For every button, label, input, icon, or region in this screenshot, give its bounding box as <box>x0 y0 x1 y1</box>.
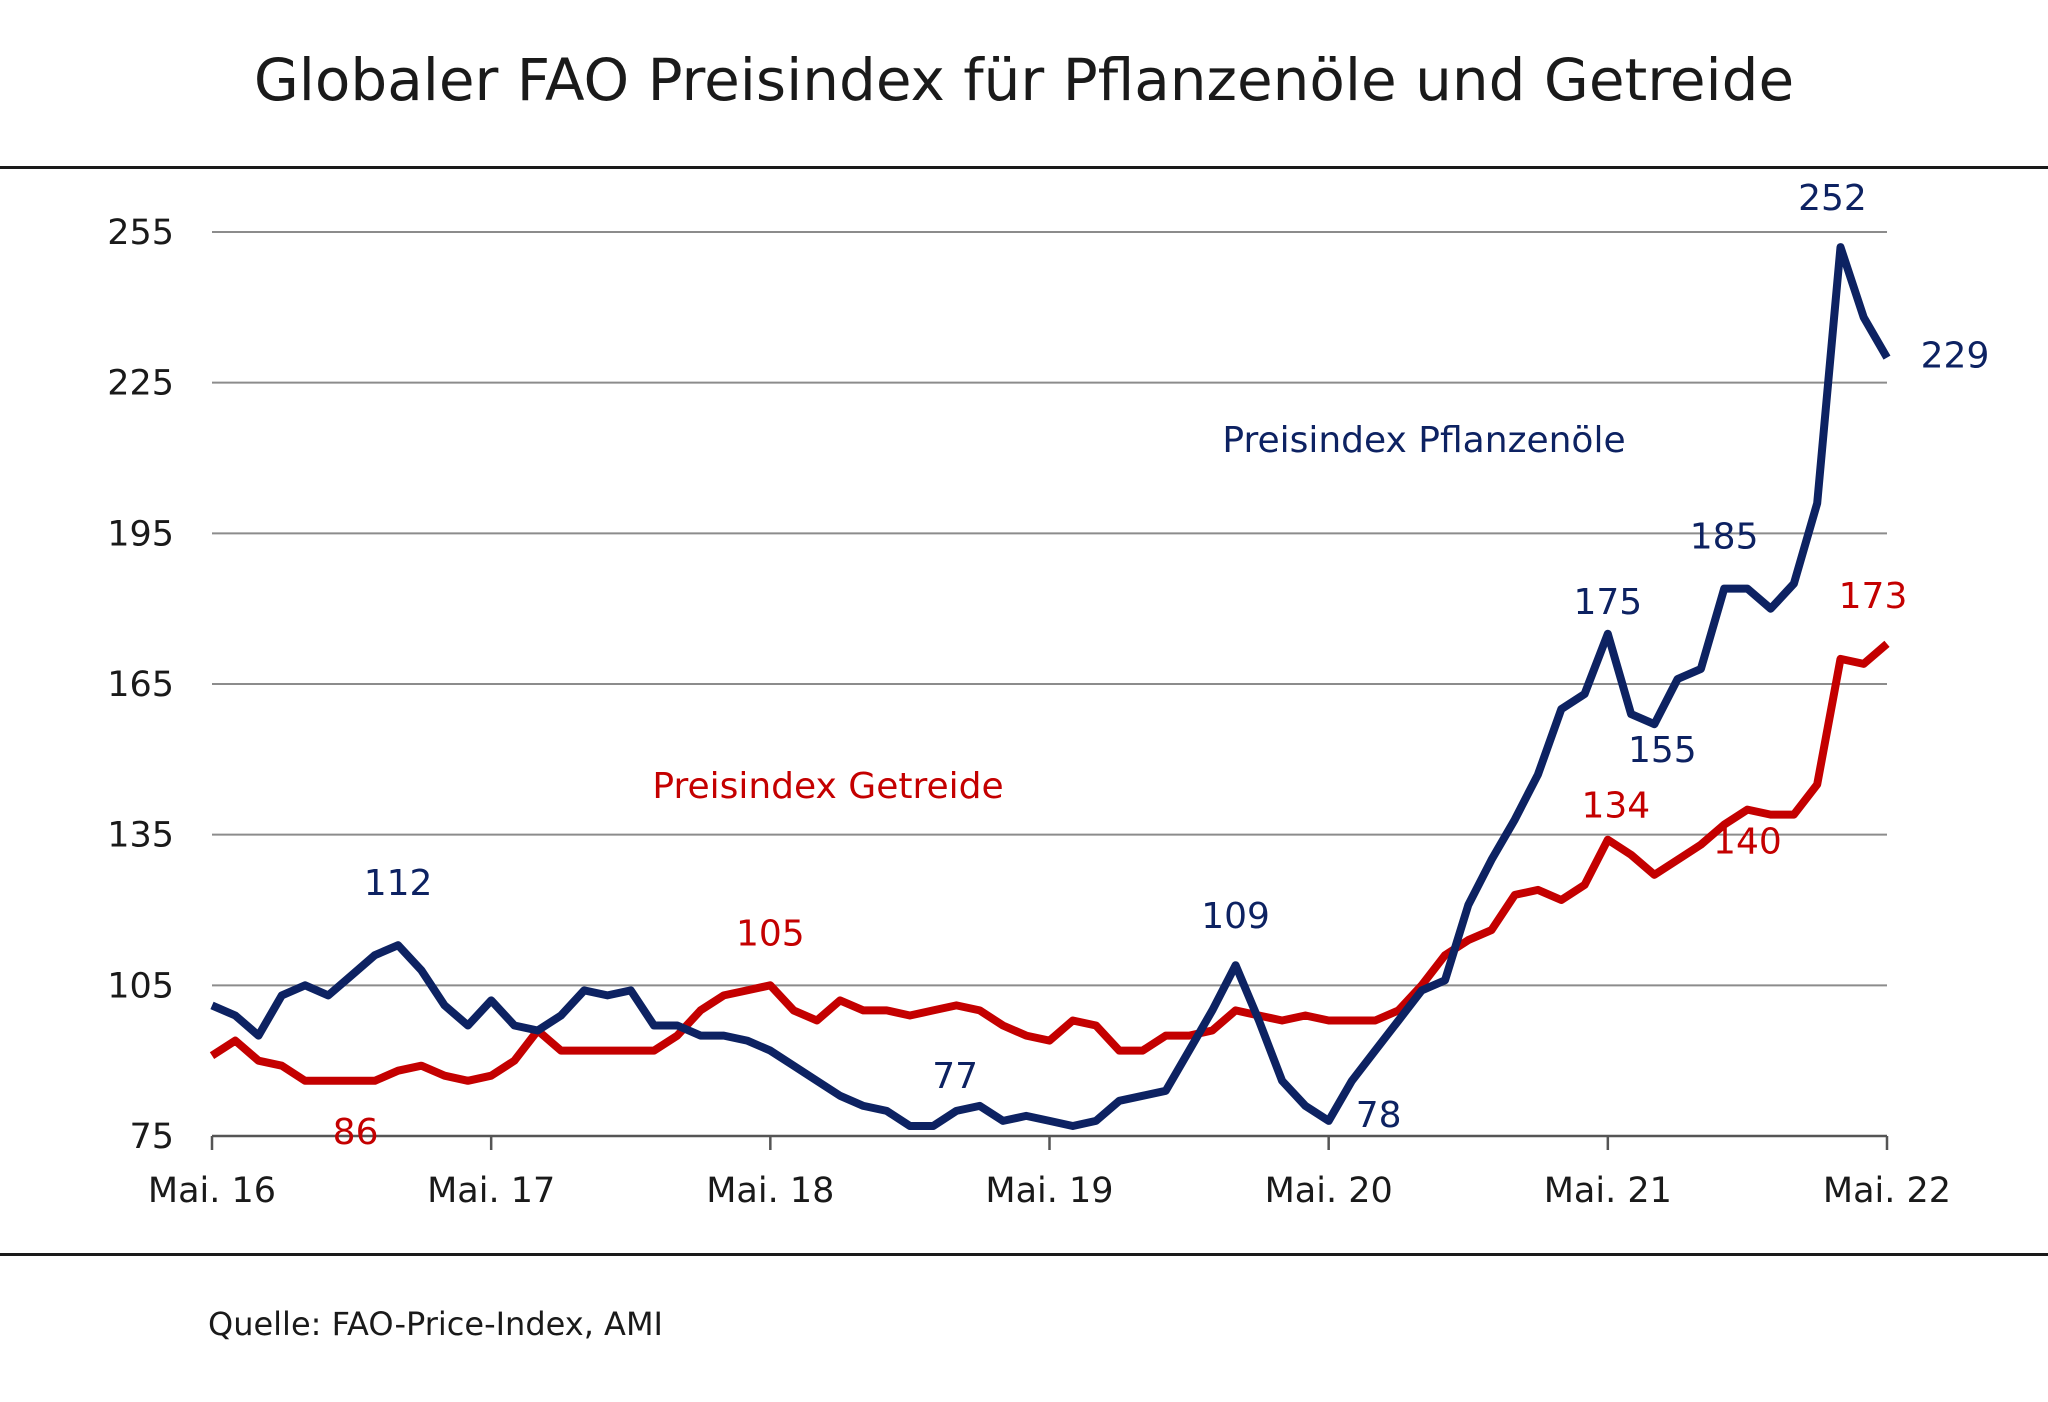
data-label-cereal: 140 <box>1713 822 1782 863</box>
series-line-oil <box>210 243 1891 1130</box>
data-label-oil: 112 <box>364 863 433 904</box>
y-tick-label: 165 <box>107 665 174 705</box>
y-axis-ticks: 75 105 135 165 195 225 255 <box>107 213 174 1157</box>
series-labels: Preisindex Pflanzenöle Preisindex Getreid… <box>652 420 1625 807</box>
top-divider <box>0 166 2048 169</box>
bottom-divider <box>0 1253 2048 1256</box>
data-label-oil: 229 <box>1921 336 1990 377</box>
series-line-cereal <box>209 640 1890 1085</box>
data-label-oil: 78 <box>1356 1095 1402 1136</box>
source-note: Quelle: FAO-Price-Index, AMI <box>208 1305 663 1343</box>
y-tick-label: 195 <box>107 514 174 554</box>
y-tick-label: 225 <box>107 364 174 404</box>
x-tick-label: Mai. 22 <box>1823 1171 1951 1211</box>
y-tick-label: 135 <box>107 816 174 856</box>
x-tick-label: Mai. 20 <box>1265 1171 1393 1211</box>
x-tick-label: Mai. 17 <box>427 1171 555 1211</box>
y-tick-label: 255 <box>107 213 174 253</box>
data-label-oil: 155 <box>1628 730 1697 771</box>
x-tick-label: Mai. 19 <box>985 1171 1113 1211</box>
y-tick-label: 105 <box>107 966 174 1006</box>
series-label-oil: Preisindex Pflanzenöle <box>1222 420 1625 461</box>
data-label-oil: 185 <box>1690 517 1759 558</box>
data-annotations: 112 77 109 78 175 155 185 252 229 86 105 134 140 173 <box>333 178 1990 1153</box>
data-label-cereal: 105 <box>736 913 805 954</box>
x-tick-label: Mai. 16 <box>148 1171 276 1211</box>
x-axis: Mai. 16 Mai. 17 Mai. 18 Mai. 19 Mai. 20 Mai. … <box>148 1134 1951 1211</box>
data-label-oil: 252 <box>1798 178 1867 219</box>
data-label-cereal: 134 <box>1581 786 1650 827</box>
data-label-oil: 77 <box>932 1056 978 1097</box>
data-label-oil: 109 <box>1201 896 1270 937</box>
series-lines <box>209 243 1891 1130</box>
chart-title: Globaler FAO Preisindex für Pflanzenöle … <box>253 46 1795 114</box>
y-tick-label: 75 <box>129 1117 174 1157</box>
data-label-cereal: 173 <box>1839 576 1908 617</box>
x-tick-label: Mai. 18 <box>706 1171 834 1211</box>
series-label-cereal: Preisindex Getreide <box>652 766 1003 807</box>
x-tick-label: Mai. 21 <box>1544 1171 1672 1211</box>
data-label-cereal: 86 <box>333 1112 379 1153</box>
data-label-oil: 175 <box>1573 582 1642 623</box>
grid-lines <box>212 231 1887 987</box>
